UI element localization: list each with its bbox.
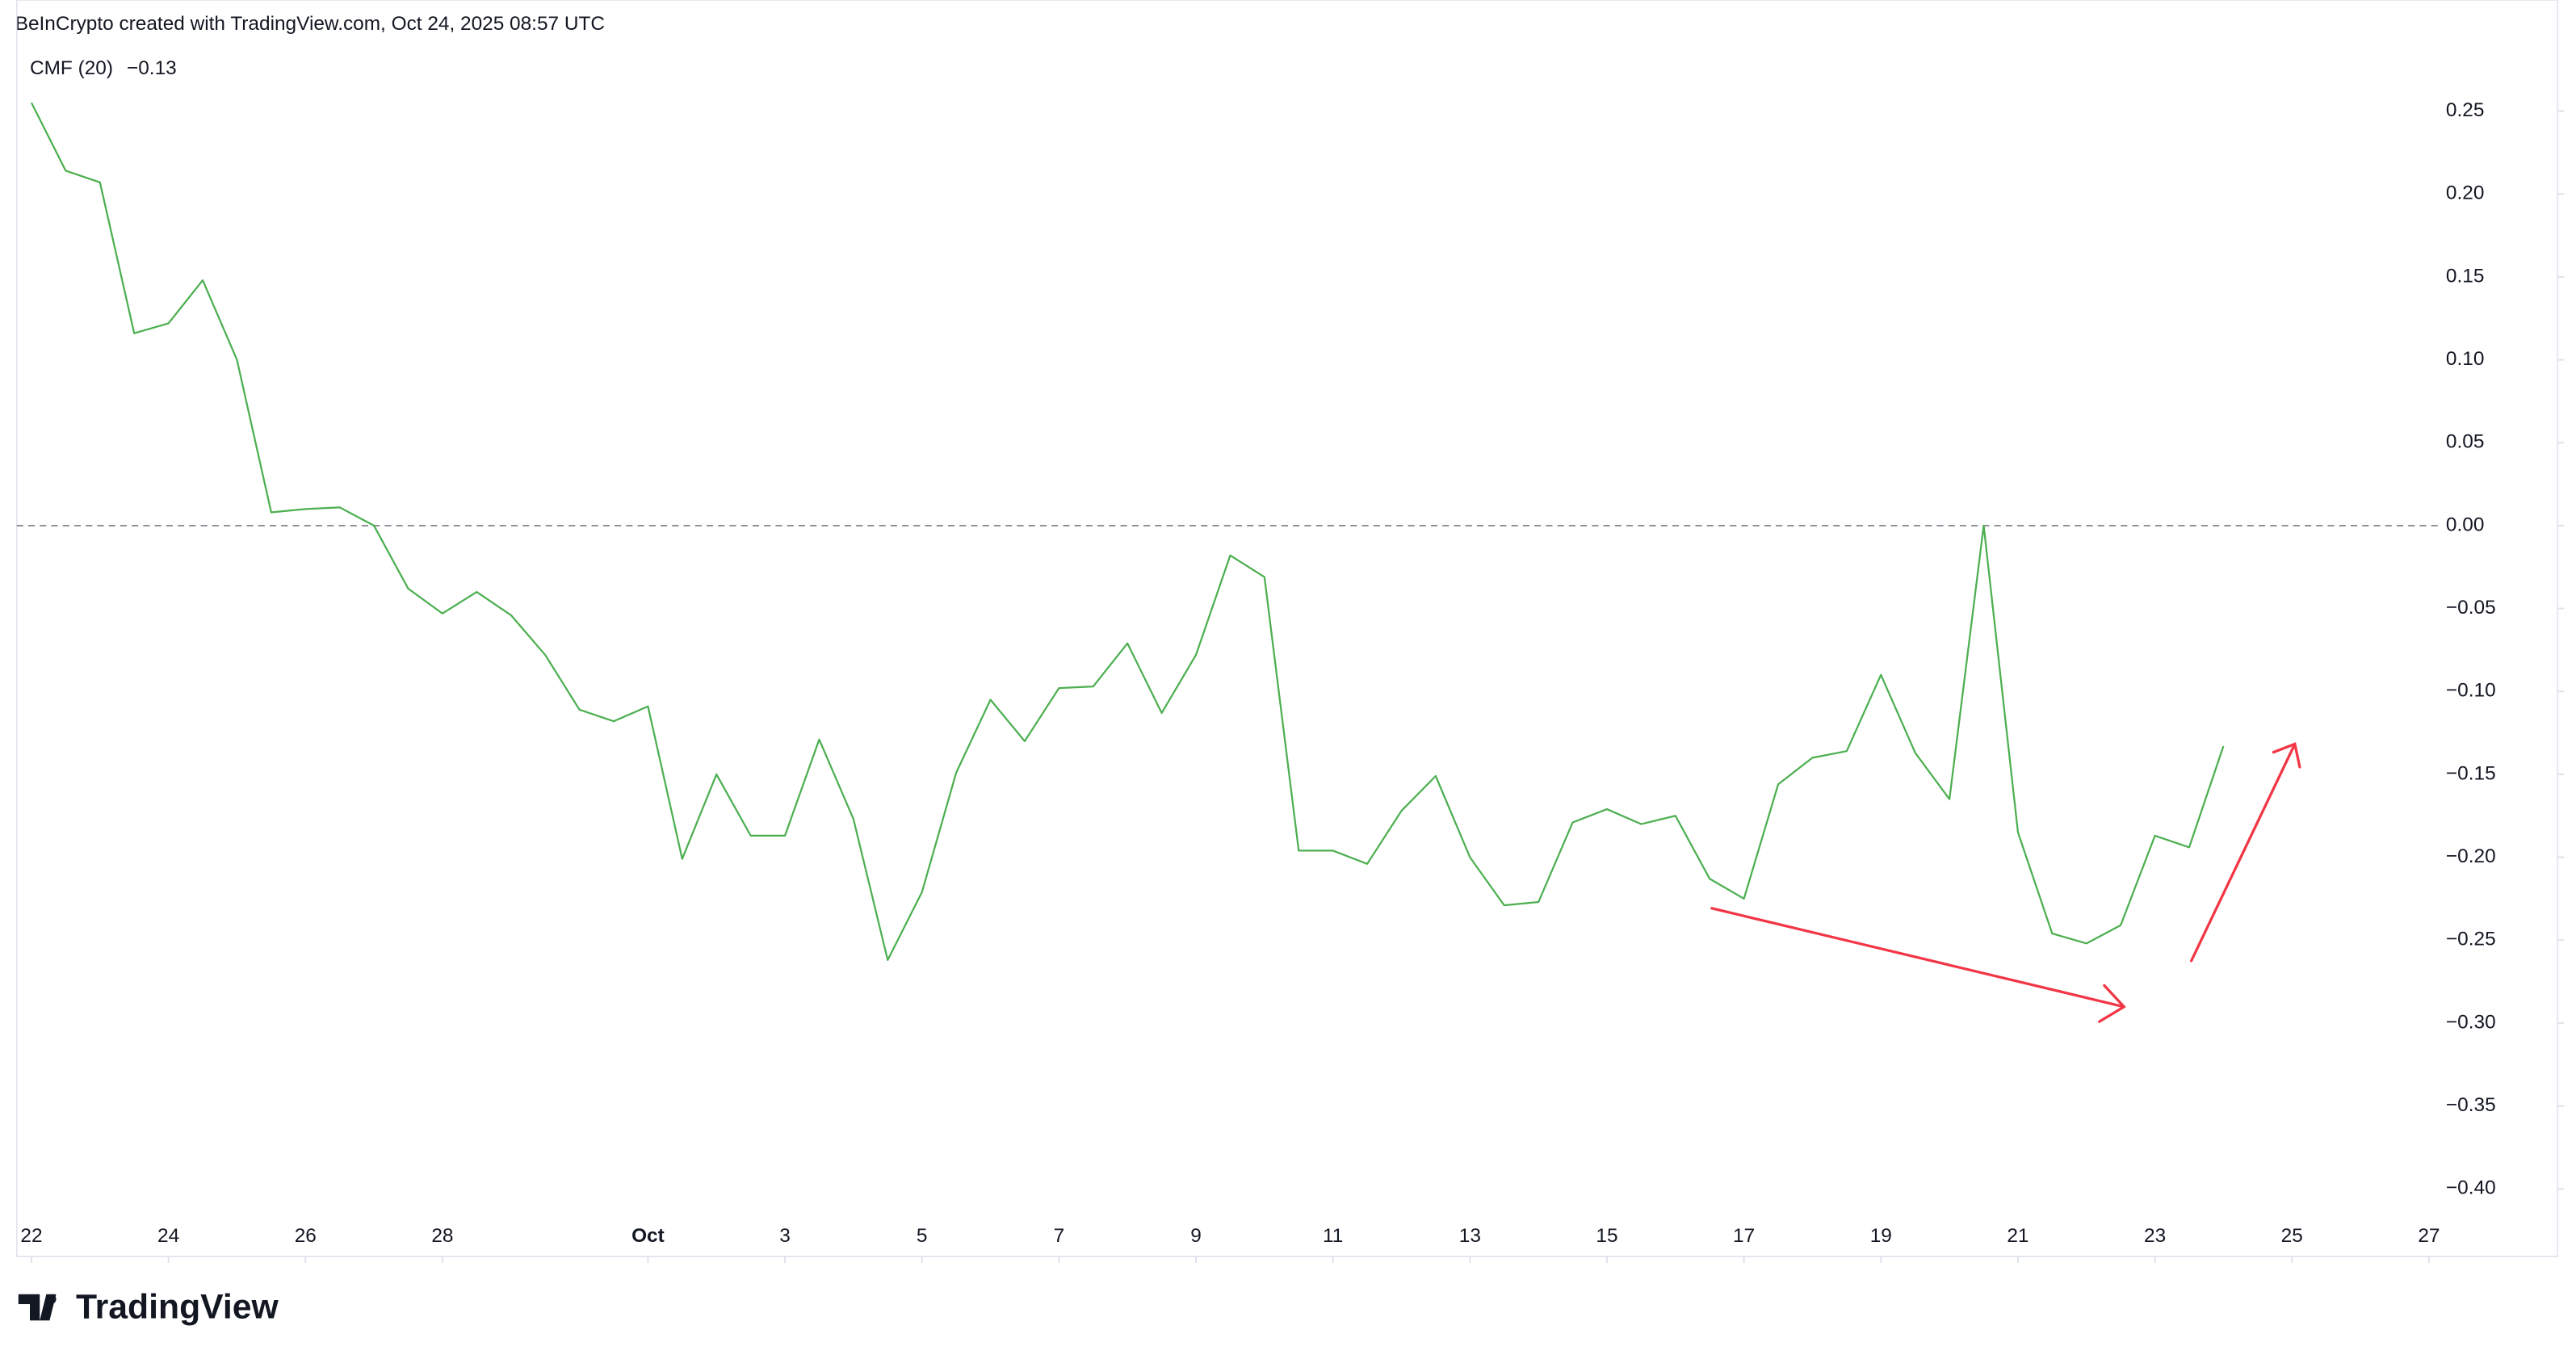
brand-text: TradingView	[76, 1287, 279, 1326]
x-tick-label: 13	[1459, 1225, 1481, 1247]
y-tick-label: 0.20	[2446, 182, 2484, 204]
plot-area	[16, 102, 2443, 962]
arrow-up	[2190, 742, 2297, 963]
x-tick-label: 25	[2281, 1225, 2303, 1247]
brand-logo: TradingView	[18, 1287, 279, 1326]
x-tick-label: 17	[1733, 1225, 1755, 1247]
y-tick-label: −0.30	[2446, 1011, 2496, 1033]
x-tick-label: 11	[1323, 1225, 1343, 1247]
y-tick-label: 0.05	[2446, 431, 2484, 453]
x-tick-label: 22	[20, 1225, 42, 1247]
arrow-head	[2098, 984, 2126, 1023]
x-tick-label: 28	[431, 1225, 453, 1247]
annotation-arrows	[1710, 742, 2301, 1023]
y-tick-label: −0.05	[2446, 597, 2496, 619]
legend-name: CMF (20)	[30, 57, 113, 79]
arrow-head	[2272, 742, 2301, 769]
y-tick-label: −0.20	[2446, 845, 2496, 867]
x-tick-label: 7	[1054, 1225, 1065, 1247]
arrow-down	[1710, 907, 2125, 1009]
y-tick-label: 0.15	[2446, 265, 2484, 287]
x-tick-label: 15	[1596, 1225, 1617, 1247]
y-tick-label: 0.10	[2446, 348, 2484, 370]
x-tick-label: 19	[1870, 1225, 1892, 1247]
x-tick-label: 24	[157, 1225, 179, 1247]
legend-value: −0.13	[127, 57, 177, 79]
y-tick-label: −0.25	[2446, 929, 2496, 950]
x-tick-label: 3	[779, 1225, 791, 1247]
x-tick-label: 26	[295, 1225, 317, 1247]
x-tick-label: 9	[1190, 1225, 1202, 1247]
y-tick-label: −0.40	[2446, 1177, 2496, 1199]
x-tick-label: 27	[2418, 1225, 2440, 1247]
x-tick-label: Oct	[631, 1225, 665, 1247]
y-tick-label: 0.00	[2446, 514, 2484, 535]
y-tick-label: −0.15	[2446, 762, 2496, 784]
x-tick-label: 21	[2007, 1225, 2028, 1247]
y-tick-label: −0.10	[2446, 680, 2496, 702]
series-line	[30, 102, 2225, 962]
x-tick-label: 5	[917, 1225, 928, 1247]
plot-frame	[15, 0, 2559, 1257]
x-tick-label: 23	[2144, 1225, 2166, 1247]
y-tick-label: −0.35	[2446, 1094, 2496, 1116]
logo-dot	[46, 1294, 57, 1304]
y-tick-label: 0.25	[2446, 99, 2484, 121]
header-text: BeInCrypto created with TradingView.com,…	[15, 13, 605, 35]
